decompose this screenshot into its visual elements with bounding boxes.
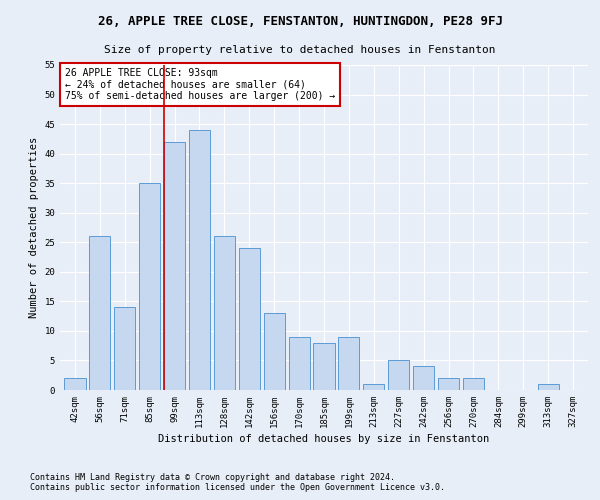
Bar <box>114 308 136 390</box>
Y-axis label: Number of detached properties: Number of detached properties <box>29 137 39 318</box>
Bar <box>289 337 310 390</box>
Bar <box>388 360 409 390</box>
Text: 26, APPLE TREE CLOSE, FENSTANTON, HUNTINGDON, PE28 9FJ: 26, APPLE TREE CLOSE, FENSTANTON, HUNTIN… <box>97 15 503 28</box>
Bar <box>413 366 434 390</box>
Text: Contains public sector information licensed under the Open Government Licence v3: Contains public sector information licen… <box>30 484 445 492</box>
Bar <box>538 384 559 390</box>
Bar <box>363 384 385 390</box>
Bar <box>139 183 160 390</box>
Bar <box>64 378 86 390</box>
X-axis label: Distribution of detached houses by size in Fenstanton: Distribution of detached houses by size … <box>158 434 490 444</box>
Bar <box>164 142 185 390</box>
Bar <box>89 236 110 390</box>
Bar <box>313 342 335 390</box>
Bar <box>214 236 235 390</box>
Bar <box>438 378 459 390</box>
Bar <box>338 337 359 390</box>
Text: Size of property relative to detached houses in Fenstanton: Size of property relative to detached ho… <box>104 45 496 55</box>
Bar <box>263 313 285 390</box>
Bar <box>463 378 484 390</box>
Bar <box>189 130 210 390</box>
Text: 26 APPLE TREE CLOSE: 93sqm
← 24% of detached houses are smaller (64)
75% of semi: 26 APPLE TREE CLOSE: 93sqm ← 24% of deta… <box>65 68 335 102</box>
Bar <box>239 248 260 390</box>
Text: Contains HM Land Registry data © Crown copyright and database right 2024.: Contains HM Land Registry data © Crown c… <box>30 474 395 482</box>
